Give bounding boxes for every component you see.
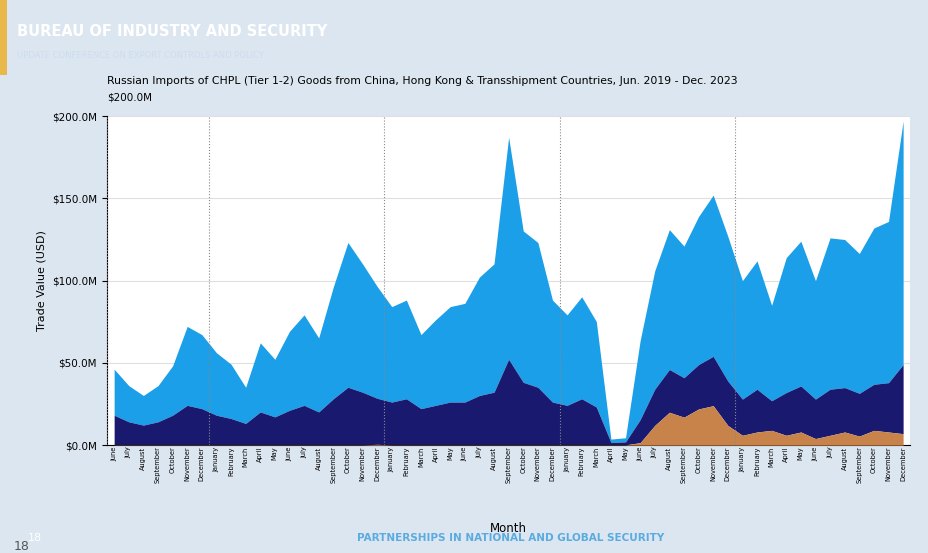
FancyArrow shape bbox=[0, 0, 11, 75]
Y-axis label: Trade Value (USD): Trade Value (USD) bbox=[36, 230, 46, 331]
Text: 18: 18 bbox=[14, 540, 30, 553]
Text: UPDATE CONFERENCE ON EXPORT CONTROLS AND POLICY: UPDATE CONFERENCE ON EXPORT CONTROLS AND… bbox=[17, 51, 264, 60]
Text: 18: 18 bbox=[28, 533, 42, 543]
Text: BUREAU OF INDUSTRY AND SECURITY: BUREAU OF INDUSTRY AND SECURITY bbox=[17, 24, 327, 39]
Text: $200.0M: $200.0M bbox=[107, 92, 151, 102]
Text: Russian Imports of CHPL (Tier 1-2) Goods from China, Hong Kong & Transshipment C: Russian Imports of CHPL (Tier 1-2) Goods… bbox=[107, 76, 737, 86]
Text: PARTNERSHIPS IN NATIONAL AND GLOBAL SECURITY: PARTNERSHIPS IN NATIONAL AND GLOBAL SECU… bbox=[357, 533, 664, 543]
Bar bbox=[0, 0, 6, 75]
X-axis label: Month: Month bbox=[490, 523, 526, 535]
